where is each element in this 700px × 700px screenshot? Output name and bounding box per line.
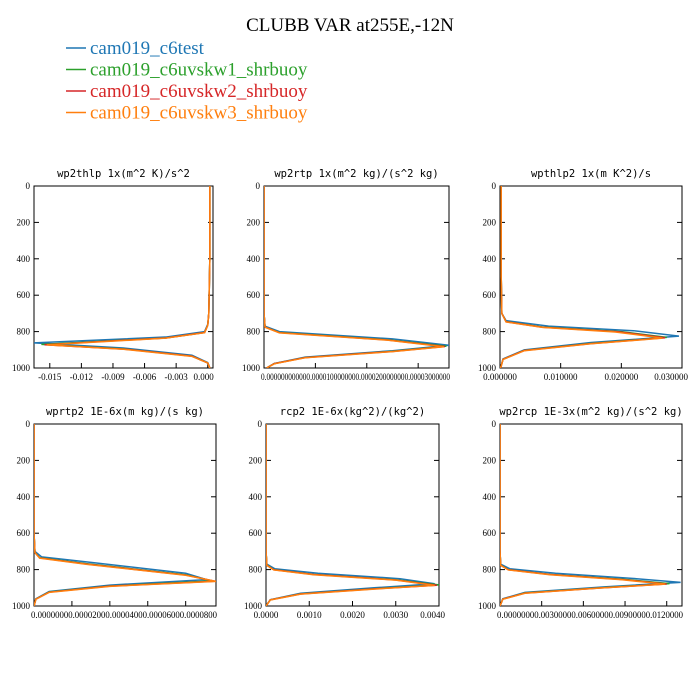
y-tick-label: 800 <box>483 327 497 337</box>
series-line <box>34 424 216 606</box>
chart-panel: wp2thlp 1x(m^2 K)/s^2 0 200 400 600 800 1000 -0… <box>12 168 214 382</box>
series-line <box>264 186 447 368</box>
x-tick-label: 0.030000 <box>654 372 688 382</box>
series-line <box>500 424 666 606</box>
y-tick-label: 800 <box>17 327 31 337</box>
panel-title: wpthlp2 1x(m K^2)/s <box>531 168 651 180</box>
y-tick-label: 800 <box>249 565 263 575</box>
series-line <box>500 186 666 368</box>
series-line <box>34 424 213 606</box>
series-line <box>34 424 216 606</box>
legend-label: cam019_c6test <box>90 38 205 59</box>
x-tick-labels: 0.000000000000.0000100000000.00002000000… <box>261 372 450 382</box>
y-tick-label: 800 <box>247 327 261 337</box>
x-tick-label: 0.000 <box>193 372 214 382</box>
y-tick-label: 600 <box>17 290 31 300</box>
x-tick-label: 0.0000 <box>254 610 279 620</box>
chart-panel: wp2rtp 1x(m^2 kg)/(s^2 kg) 0 200 400 600 800 1… <box>242 168 450 382</box>
series-line <box>264 186 449 368</box>
y-tick-label: 1000 <box>12 601 31 611</box>
y-tick-label: 0 <box>26 181 31 191</box>
y-tick-label: 0 <box>256 181 261 191</box>
x-tick-label: 0.020000 <box>604 372 638 382</box>
y-tick-label: 600 <box>247 290 261 300</box>
y-tick-label: 600 <box>17 528 31 538</box>
legend-label: cam019_c6uvskw3_shrbuoy <box>90 103 308 124</box>
series-line <box>264 186 445 368</box>
y-tick-label: 400 <box>247 254 261 264</box>
series-line <box>266 424 435 606</box>
x-tick-label: 0.0020 <box>340 610 365 620</box>
x-tick-label: 0.000000 <box>483 372 517 382</box>
y-tick-label: 1000 <box>478 601 497 611</box>
y-tick-label: 1000 <box>12 363 31 373</box>
y-tick-label: 600 <box>483 528 497 538</box>
x-tick-label: 0.0010 <box>297 610 322 620</box>
y-tick-label: 400 <box>483 254 497 264</box>
series-line <box>500 186 667 368</box>
y-tick-label: 200 <box>483 217 497 227</box>
series-line <box>500 424 681 606</box>
y-tick-label: 200 <box>17 217 31 227</box>
y-tick-label: 1000 <box>244 601 263 611</box>
legend-label: cam019_c6uvskw2_shrbuoy <box>90 81 308 102</box>
plot-frame <box>33 423 217 607</box>
plot-frame <box>265 423 440 607</box>
y-tick-label: 0 <box>258 419 263 429</box>
chart-panel: wpthlp2 1x(m K^2)/s 0 200 400 600 800 10000.00… <box>478 168 689 382</box>
x-tick-label: 0.010000 <box>544 372 578 382</box>
y-tick-label: 800 <box>483 565 497 575</box>
legend-label: cam019_c6uvskw1_shrbuoy <box>90 60 308 81</box>
y-tick-label: 200 <box>483 455 497 465</box>
y-tick-label: 0 <box>492 181 497 191</box>
panel-title: wp2rcp 1E-3x(m^2 kg)/(s^2 kg) <box>499 406 682 418</box>
x-tick-labels: 0.00000000.00002000.00004000.00006000.00… <box>31 610 217 620</box>
panel-title: wprtp2 1E-6x(m kg)/(s kg) <box>46 406 204 418</box>
series-line <box>266 424 437 606</box>
legend: cam019_c6testcam019_c6uvskw1_shrbuoycam0… <box>66 38 308 124</box>
y-tick-label: 0 <box>492 419 497 429</box>
chart-panel: rcp2 1E-6x(kg^2)/(kg^2) 0 200 400 600 800 1000… <box>244 406 446 620</box>
y-tick-label: 600 <box>249 528 263 538</box>
y-tick-label: 200 <box>249 455 263 465</box>
x-tick-label: 0.0030 <box>383 610 408 620</box>
y-tick-label: 400 <box>17 254 31 264</box>
y-tick-label: 200 <box>247 217 261 227</box>
x-tick-labels: 0.00000000.00300000.00600000.00900000.01… <box>497 610 683 620</box>
chart-panel: wprtp2 1E-6x(m kg)/(s kg) 0 200 400 600 800 10… <box>12 406 217 620</box>
panel-title: rcp2 1E-6x(kg^2)/(kg^2) <box>280 406 425 418</box>
y-tick-label: 200 <box>17 455 31 465</box>
y-tick-label: 1000 <box>478 363 497 373</box>
y-tick-label: 1000 <box>242 363 261 373</box>
series-line <box>500 186 680 368</box>
x-tick-label: -0.015 <box>38 372 62 382</box>
series-line <box>266 424 435 606</box>
x-tick-label: -0.012 <box>70 372 93 382</box>
y-tick-label: 400 <box>249 492 263 502</box>
plot-frame <box>33 185 214 369</box>
y-tick-label: 600 <box>483 290 497 300</box>
y-tick-label: 800 <box>17 565 31 575</box>
series-line <box>34 424 207 606</box>
chart-panel: wp2rcp 1E-3x(m^2 kg)/(s^2 kg)0 200 400 600 8… <box>478 406 683 620</box>
x-tick-label: -0.003 <box>165 372 189 382</box>
figure-title: CLUBB VAR at255E,-12N <box>246 15 454 36</box>
x-tick-label: 0.0040 <box>420 610 445 620</box>
series-line <box>266 424 439 606</box>
panels-grid: wp2thlp 1x(m^2 K)/s^2 0 200 400 600 800 1000 -0… <box>12 168 689 620</box>
panel-title: wp2thlp 1x(m^2 K)/s^2 <box>57 168 190 180</box>
y-tick-label: 400 <box>483 492 497 502</box>
series-line <box>264 186 444 368</box>
series-line <box>46 186 211 368</box>
plot-frame <box>499 423 683 607</box>
plot-frame <box>499 185 683 369</box>
x-tick-label: -0.009 <box>101 372 125 382</box>
plot-frame <box>263 185 450 369</box>
panel-title: wp2rtp 1x(m^2 kg)/(s^2 kg) <box>274 168 438 180</box>
y-tick-label: 400 <box>17 492 31 502</box>
series-line <box>500 186 663 368</box>
y-tick-label: 0 <box>26 419 31 429</box>
x-tick-label: -0.006 <box>133 372 157 382</box>
